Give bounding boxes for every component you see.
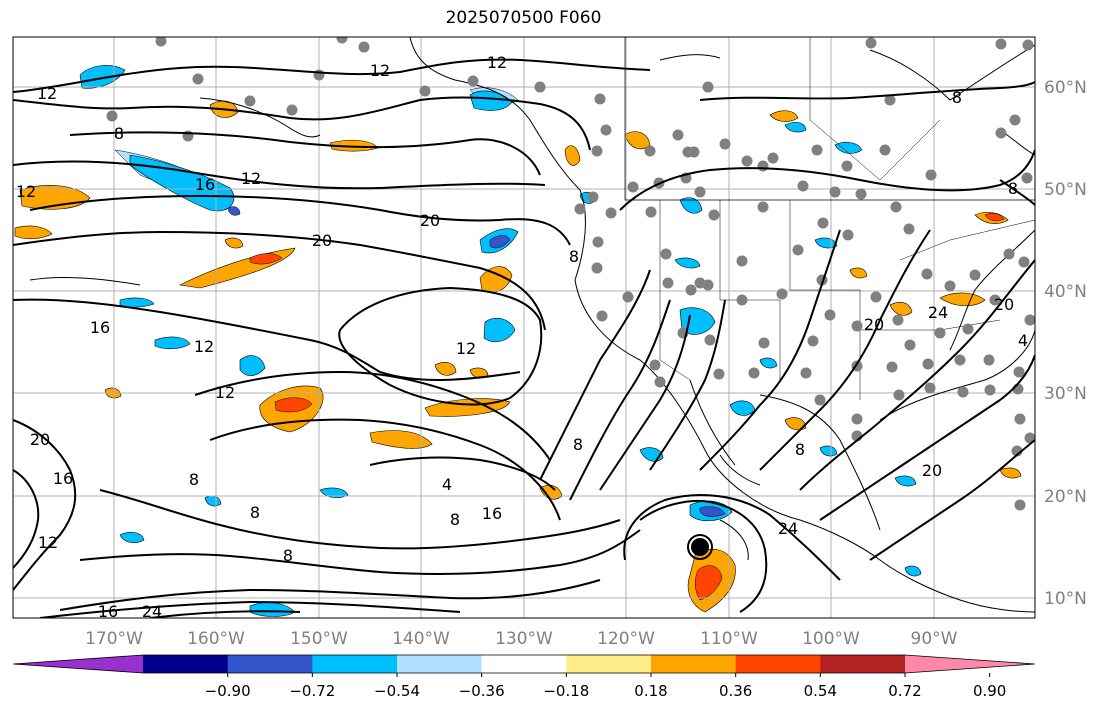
lon-label: 90°W [911, 629, 958, 649]
colorbar-tick-label: 0.18 [634, 682, 667, 700]
contour-label: 20 [312, 231, 332, 250]
coastlines [199, 37, 1035, 613]
contour-label: 8 [450, 510, 460, 529]
colorbar-tick-label: 0.54 [804, 682, 837, 700]
contour-label: 16 [482, 504, 502, 523]
contour-label: 8 [250, 503, 260, 522]
lon-label: 170°W [85, 629, 143, 649]
colorbar-bin [820, 655, 906, 673]
graticule [13, 37, 1035, 618]
lon-label: 110°W [700, 629, 758, 649]
colorbar-outline [12, 654, 1036, 674]
thin-contours [29, 277, 749, 561]
lat-label: 50°N [1044, 180, 1087, 200]
contour-label: 8 [114, 124, 124, 143]
contour-label: 4 [442, 475, 452, 494]
contour-label: 4 [1018, 331, 1028, 350]
contour-label: 24 [778, 519, 798, 538]
lon-label: 140°W [392, 629, 450, 649]
contour-label: 12 [16, 182, 36, 201]
latitude-labels: 60°N 50°N 40°N 30°N 20°N 10°N [1044, 78, 1087, 609]
contour-label: 8 [189, 470, 199, 489]
contour-label: 16 [98, 602, 118, 621]
contour-label: 24 [928, 303, 948, 322]
contour-label: 16 [195, 175, 215, 194]
contour-label: 12 [487, 53, 507, 72]
contour-label: 8 [569, 247, 579, 266]
colorbar-tick-label: 0.36 [719, 682, 752, 700]
colorbar-tick-label: −0.36 [459, 682, 505, 700]
colorbar-tick-labels: −0.90 −0.72 −0.54 −0.36 −0.18 0.18 0.36 0.54 0.7… [205, 673, 1006, 700]
colorbar-extend-low [13, 655, 143, 673]
contour-label: 20 [922, 461, 942, 480]
colorbar-extend-high [905, 655, 1035, 673]
contour-label: 12 [456, 339, 476, 358]
contour-label: 12 [370, 61, 390, 80]
colorbar-tick-label: 0.90 [973, 682, 1006, 700]
lon-label: 150°W [290, 629, 348, 649]
contour-label: 12 [37, 84, 57, 103]
colorbar-tick-label: 0.72 [888, 682, 921, 700]
lat-label: 20°N [1044, 487, 1087, 507]
lon-label: 160°W [187, 629, 245, 649]
lon-label: 100°W [802, 629, 860, 649]
colorbar-bin [566, 655, 652, 673]
colorbar-swatches [12, 654, 1036, 674]
contour-label: 20 [864, 315, 884, 334]
colorbar-bin [651, 655, 737, 673]
cyclone-marker [687, 534, 713, 560]
contour-label: 8 [573, 435, 583, 454]
contour-label: 12 [38, 533, 58, 552]
colorbar-tick-label: −0.90 [205, 682, 251, 700]
colorbar-tick-label: −0.72 [289, 682, 335, 700]
contour-label: 20 [420, 211, 440, 230]
colorbar-bin [143, 655, 229, 673]
colorbar-bin [397, 655, 483, 673]
contour-label: 8 [1008, 179, 1018, 198]
colorbar-tick-label: −0.54 [374, 682, 420, 700]
contour-label: 20 [30, 430, 50, 449]
colorbar-bin [227, 655, 313, 673]
colorbar-bin [312, 655, 398, 673]
lat-label: 10°N [1044, 589, 1087, 609]
contour-label: 8 [952, 88, 962, 107]
contour-lines [13, 58, 1035, 618]
contour-label: 24 [142, 602, 162, 621]
map-title: 2025070500 F060 [445, 8, 602, 28]
map-frame [12, 36, 1036, 619]
contour-labels: 12 12 12 8 8 16 12 20 20 12 8 16 12 12 1… [16, 53, 1028, 621]
lat-label: 60°N [1044, 78, 1087, 98]
colorbar-bin [481, 655, 567, 673]
contour-label: 12 [215, 383, 235, 402]
contour-label: 16 [90, 318, 110, 337]
colorbar-tick-label: −0.18 [543, 682, 589, 700]
contour-label: 12 [194, 337, 214, 356]
contour-label: 20 [994, 295, 1014, 314]
lat-label: 40°N [1044, 282, 1087, 302]
longitude-labels: 170°W 160°W 150°W 140°W 130°W 120°W 110°… [85, 629, 958, 649]
colorbar-bin [735, 655, 821, 673]
contour-label: 16 [53, 469, 73, 488]
lon-label: 130°W [495, 629, 553, 649]
contour-label: 8 [795, 440, 805, 459]
contour-label: 8 [283, 546, 293, 565]
lon-label: 120°W [597, 629, 655, 649]
lat-label: 30°N [1044, 384, 1087, 404]
contour-label: 12 [241, 169, 261, 188]
